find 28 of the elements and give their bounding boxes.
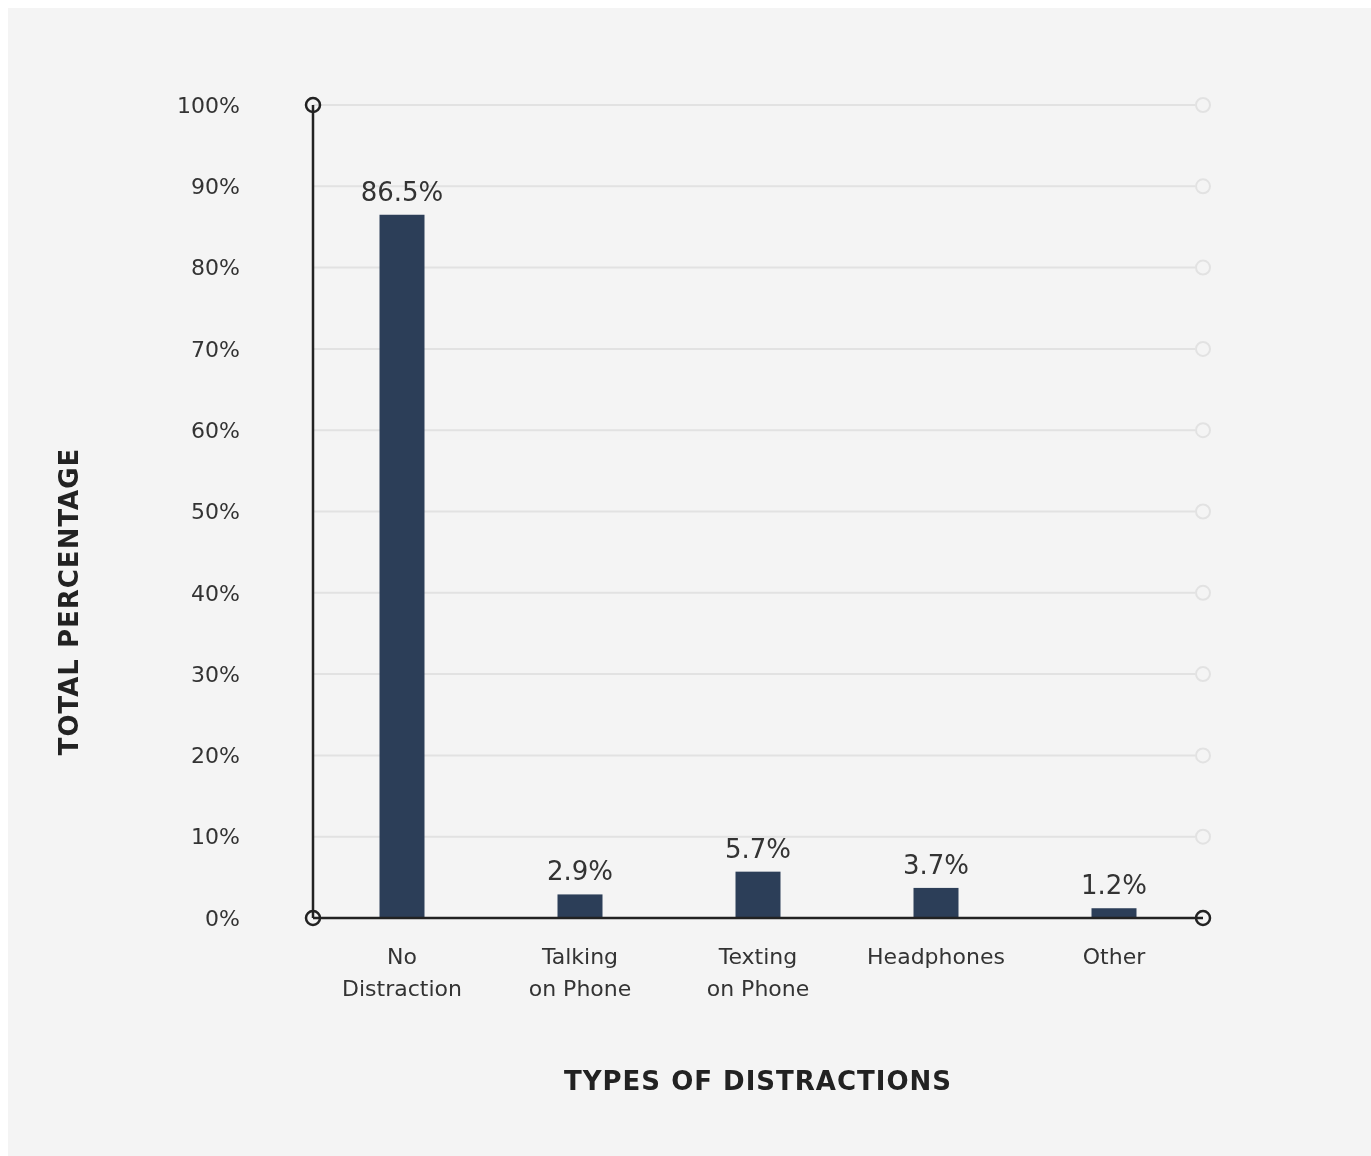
- y-tick-label: 30%: [191, 661, 240, 687]
- y-tick-label: 0%: [205, 905, 240, 931]
- x-tick-label: Other: [1082, 944, 1147, 969]
- data-label: 2.9%: [546, 856, 614, 887]
- x-tick-label: Talking on Phone: [528, 944, 632, 1001]
- x-tick-label: Texting on Phone: [706, 944, 810, 1001]
- y-tick-label: 40%: [191, 580, 240, 606]
- data-label: 5.7%: [724, 833, 792, 864]
- bar: [557, 894, 603, 918]
- y-tick-label: 50%: [191, 499, 240, 525]
- y-tick-label: 90%: [191, 174, 240, 199]
- bar: [379, 214, 425, 918]
- x-tick-label: No Distraction: [342, 944, 462, 1001]
- bar: [1091, 908, 1137, 918]
- y-tick-label: 80%: [191, 255, 240, 281]
- y-tick-label: 60%: [191, 417, 240, 443]
- y-tick-label: 70%: [191, 336, 240, 362]
- bar: [913, 887, 959, 918]
- data-label: 1.2%: [1080, 870, 1148, 901]
- y-tick-label: 100%: [177, 92, 240, 118]
- x-tick-label: Headphones: [867, 944, 1005, 969]
- y-tick-label: 10%: [191, 824, 240, 850]
- x-axis-title: TYPES OF DISTRACTIONS: [563, 1066, 953, 1096]
- y-tick-label: 20%: [191, 743, 240, 769]
- bar: [735, 871, 781, 918]
- data-label: 3.7%: [902, 849, 970, 880]
- data-label: 86.5%: [360, 176, 444, 207]
- y-axis-title: TOTAL PERCENTAGE: [54, 447, 84, 756]
